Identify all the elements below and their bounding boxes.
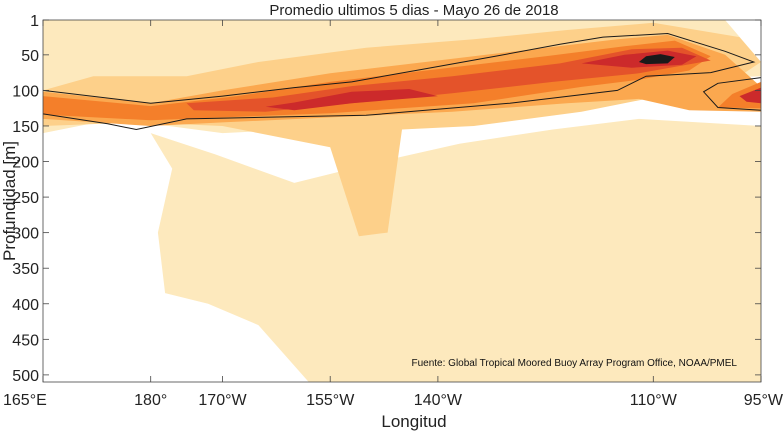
y-axis-label: Profundidad [m] <box>0 141 19 261</box>
y-tick-label-3: 150 <box>12 119 39 136</box>
x-tick-label-5: 110°W <box>630 392 678 409</box>
y-tick-label-6: 300 <box>12 226 39 243</box>
y-tick-label-0: 1 <box>30 13 39 30</box>
x-tick-label-2: 170°W <box>198 392 247 409</box>
x-axis-ticks: 165°E 180° 170°W 155°W 140°W 110°W 95°W <box>3 20 783 409</box>
heatmap-region-9 <box>739 87 761 104</box>
y-tick-label-1: 50 <box>21 48 39 65</box>
x-tick-label-6: 95°W <box>744 392 783 409</box>
y-tick-label-9: 450 <box>12 332 39 349</box>
source-note: Fuente: Global Tropical Moored Buoy Arra… <box>411 358 737 369</box>
contour-line-1 <box>702 77 761 111</box>
heatmap-region-0 <box>150 118 761 382</box>
y-tick-label-2: 100 <box>12 83 39 100</box>
x-tick-label-0: 165°E <box>3 392 47 409</box>
y-tick-label-7: 350 <box>12 261 39 278</box>
heatmap-region-10 <box>638 54 675 65</box>
y-tick-label-5: 250 <box>12 190 39 207</box>
heatmap-region-4 <box>43 40 711 121</box>
y-tick-label-8: 400 <box>12 297 39 314</box>
x-tick-label-1: 180° <box>134 392 167 409</box>
plot-frame <box>42 19 762 383</box>
heatmap-regions <box>43 20 761 382</box>
heatmap-region-7 <box>265 89 438 111</box>
y-tick-label-10: 500 <box>12 368 39 385</box>
x-tick-label-3: 155°W <box>306 392 355 409</box>
chart-title: Promedio ultimos 5 dias - Mayo 26 de 201… <box>269 2 558 19</box>
y-tick-label-4: 200 <box>12 155 39 172</box>
x-tick-label-4: 140°W <box>414 392 463 409</box>
heatmap-region-6 <box>186 47 711 112</box>
contour-lines <box>43 32 761 131</box>
contour-line-0 <box>43 32 756 131</box>
x-axis-label: Longitud <box>381 412 446 431</box>
heatmap-region-8 <box>581 50 697 68</box>
